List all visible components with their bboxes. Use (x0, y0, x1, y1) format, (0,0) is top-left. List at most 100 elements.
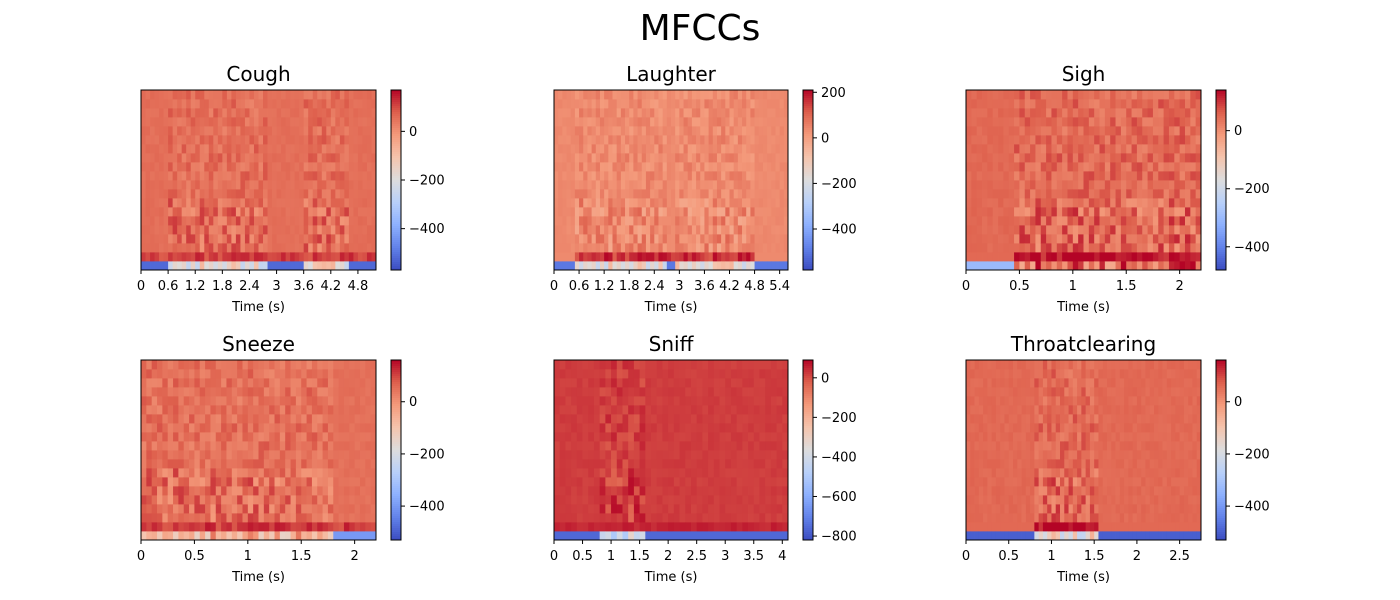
heatmap-cell (217, 180, 223, 190)
heatmap-cell (1184, 144, 1191, 154)
heatmap-cell (1040, 108, 1047, 118)
heatmap-cell (716, 126, 722, 136)
heatmap-cell (181, 198, 187, 208)
heatmap-cell (359, 450, 366, 460)
heatmap-cell (1024, 144, 1031, 154)
colorbar-step (391, 110, 401, 113)
heatmap-cell (565, 495, 572, 505)
heatmap-cell (746, 99, 751, 109)
heatmap-cell (673, 423, 680, 433)
heatmap-cell (565, 360, 572, 370)
heatmap-cell (599, 261, 605, 271)
heatmap-cell (274, 396, 281, 406)
heatmap-cell (150, 162, 155, 172)
heatmap-cell (733, 189, 739, 199)
heatmap-cell (1056, 162, 1063, 172)
heatmap-cell (150, 216, 155, 226)
heatmap-cell (588, 531, 595, 541)
heatmap-cell (189, 468, 195, 478)
heatmap-cell (651, 441, 658, 451)
heatmap-cell (221, 441, 227, 451)
heatmap-cell (1003, 108, 1010, 118)
colorbar-step (391, 116, 401, 119)
heatmap-cell (1152, 234, 1159, 244)
heatmap-cell (691, 189, 697, 199)
heatmap-cell (746, 189, 751, 199)
heatmap-cell (1088, 234, 1095, 244)
heatmap-cell (335, 243, 341, 253)
heatmap-cell (702, 414, 709, 424)
heatmap-cell (258, 234, 264, 244)
heatmap-cell (343, 405, 350, 415)
heatmap-cell (708, 423, 715, 433)
heatmap-cell (583, 126, 588, 136)
heatmap-cell (1078, 189, 1084, 199)
heatmap-cell (258, 441, 265, 451)
heatmap-cell (141, 99, 146, 109)
heatmap-cell (290, 450, 297, 460)
heatmap-cell (976, 90, 983, 100)
heatmap-cell (295, 396, 302, 406)
heatmap-cell (1110, 234, 1116, 244)
heatmap-cell (145, 252, 151, 262)
heatmap-cell (285, 108, 291, 118)
heatmap-cell (1051, 126, 1058, 136)
heatmap-cell (737, 135, 743, 145)
heatmap-cell (1190, 207, 1197, 217)
heatmap-cell (595, 153, 601, 163)
heatmap-cell (299, 252, 305, 262)
heatmap-cell (700, 153, 705, 163)
heatmap-cell (199, 441, 206, 451)
heatmap-cell (620, 135, 626, 145)
heatmap-cell (322, 432, 329, 442)
heatmap-cell (1131, 144, 1138, 154)
heatmap-cell (611, 432, 618, 442)
heatmap-cell (1062, 108, 1068, 118)
heatmap-cell (668, 468, 675, 478)
colorbar-step (1216, 160, 1226, 163)
heatmap-cell (611, 495, 618, 505)
heatmap-cell (1046, 126, 1052, 136)
heatmap-cell (183, 495, 190, 505)
heatmap-cell (222, 99, 228, 109)
heatmap-cell (1072, 252, 1079, 262)
heatmap-cell (1136, 189, 1143, 199)
heatmap-cell (966, 225, 972, 235)
heatmap-cell (633, 252, 638, 262)
heatmap-cell (1046, 261, 1052, 271)
colorbar-step (391, 234, 401, 237)
heatmap-cells (554, 360, 789, 541)
heatmap-cell (276, 153, 282, 163)
heatmap-cell (604, 117, 609, 127)
heatmap-cell (571, 378, 578, 388)
x-tick-label: 1 (1069, 279, 1077, 294)
heatmap-cell (317, 225, 323, 235)
heatmap-cell (162, 504, 169, 514)
heatmap-cell (554, 162, 559, 172)
heatmap-cell (708, 495, 715, 505)
heatmap-cell (587, 126, 593, 136)
heatmap-cell (750, 252, 755, 262)
heatmap-cell (1158, 189, 1165, 199)
heatmap-cell (1147, 216, 1154, 226)
heatmap-cell (685, 468, 692, 478)
heatmap-cell (668, 405, 675, 415)
heatmap-cell (349, 486, 356, 496)
heatmap-cell (1104, 243, 1111, 253)
heatmap-cell (326, 162, 332, 172)
heatmap-cell (162, 459, 169, 469)
heatmap-cell (716, 99, 722, 109)
heatmap-cell (306, 432, 313, 442)
heatmap-cell (215, 432, 222, 442)
heatmap-cell (1035, 135, 1042, 145)
heatmap-cell (671, 153, 676, 163)
heatmap-cell (299, 144, 305, 154)
heatmap-cell (783, 180, 789, 190)
x-tick-label: 4.2 (719, 279, 740, 294)
heatmap-cell (966, 126, 972, 136)
heatmap-cell (359, 360, 366, 370)
heatmap-cell (244, 234, 250, 244)
heatmap-cell (354, 450, 361, 460)
x-axis-label: Time (s) (644, 300, 698, 315)
